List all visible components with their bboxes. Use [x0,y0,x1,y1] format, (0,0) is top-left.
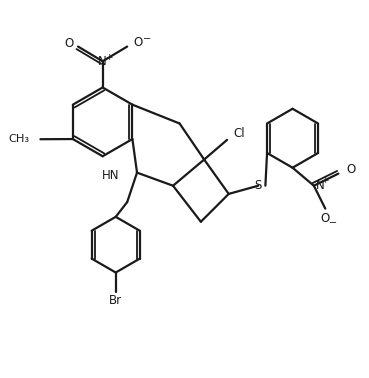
Text: O: O [346,163,356,176]
Text: S: S [255,179,262,192]
Text: N: N [98,55,107,68]
Text: −: − [143,34,151,44]
Text: +: + [106,53,113,62]
Text: CH₃: CH₃ [8,134,30,144]
Text: O: O [64,37,73,50]
Text: Br: Br [109,294,122,307]
Text: O: O [133,36,142,49]
Text: Cl: Cl [234,127,245,140]
Text: O: O [321,212,330,225]
Text: HN: HN [101,169,119,183]
Text: N: N [316,179,325,192]
Text: +: + [321,176,329,185]
Text: −: − [329,218,337,228]
